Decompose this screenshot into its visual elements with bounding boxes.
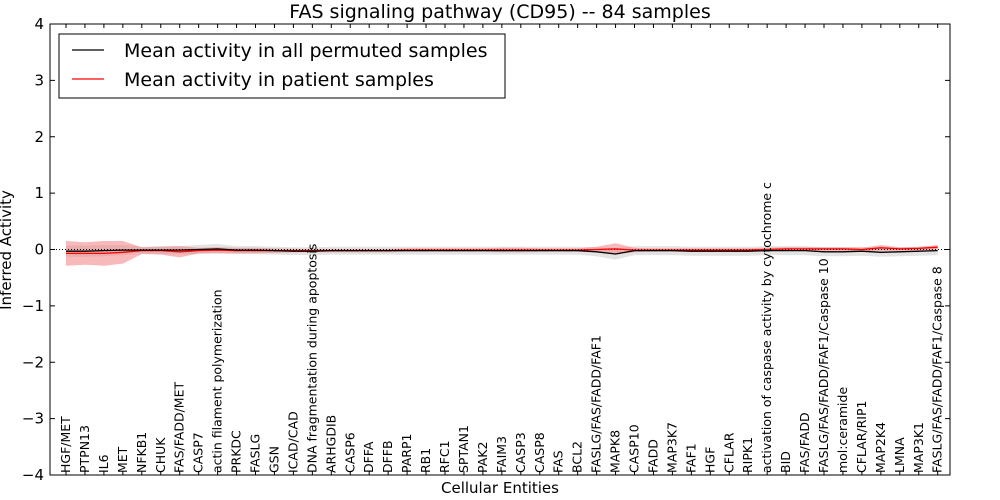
- x-category-label: PTPN13: [77, 425, 92, 473]
- x-category-label: PAK2: [475, 442, 490, 473]
- x-category-label: HGF/MET: [58, 416, 73, 473]
- legend-label-patient: Mean activity in patient samples: [124, 69, 434, 91]
- x-category-label: HGF: [702, 447, 717, 473]
- x-category-label: CASP6: [342, 432, 357, 473]
- x-category-label: MAP3K7: [664, 422, 679, 473]
- x-category-label: FAS/FADD: [797, 412, 812, 473]
- x-category-label: LMNA: [892, 437, 907, 473]
- x-category-label: FADD: [645, 439, 660, 473]
- x-axis-title: Cellular Entities: [441, 479, 559, 497]
- x-category-label: PARP1: [399, 434, 414, 473]
- x-category-label: RB1: [418, 448, 433, 473]
- y-tick-label: 4: [34, 15, 44, 33]
- x-category-label: CFLAR: [721, 432, 736, 473]
- x-category-label: FAS: [551, 450, 566, 473]
- x-category-label: CHUK: [153, 437, 168, 473]
- x-category-label: FASLG: [248, 434, 263, 473]
- legend-label-permuted: Mean activity in all permuted samples: [124, 40, 487, 62]
- x-category-label: actin filament polymerization: [210, 289, 225, 473]
- x-category-label: FASLG/FAS/FADD/FAF1/Caspase 8: [930, 266, 945, 473]
- y-tick-label: −3: [22, 410, 44, 428]
- x-category-label: BID: [778, 451, 793, 473]
- chart-title: FAS signaling pathway (CD95) -- 84 sampl…: [289, 1, 710, 23]
- legend-box: [58, 33, 506, 99]
- x-category-label: ARHGDIB: [323, 415, 338, 473]
- x-category-label: BCL2: [570, 441, 585, 473]
- x-category-label: MET: [115, 446, 130, 473]
- y-tick-label: 3: [34, 71, 44, 89]
- x-category-label: DFFA: [361, 441, 376, 473]
- x-category-label: FAS/FADD/MET: [172, 382, 187, 473]
- x-category-label: FAIM3: [494, 436, 509, 473]
- y-tick-label: 0: [34, 241, 44, 259]
- x-category-label: mol:ceramide: [835, 387, 850, 473]
- y-axis-title: Inferred Activity: [0, 190, 15, 310]
- y-tick-label: 2: [34, 128, 44, 146]
- legend: Mean activity in all permuted samples Me…: [58, 33, 506, 99]
- x-category-label: RIPK1: [740, 437, 755, 473]
- y-tick-label: −4: [22, 466, 44, 484]
- x-category-label: FASLG/FAS/FADD/FAF1/Caspase 10: [816, 258, 831, 473]
- permuted-series-line: [66, 248, 938, 255]
- y-tick-label: 1: [34, 184, 44, 202]
- x-category-label: GSN: [266, 446, 281, 473]
- y-axis: −4 −3 −2 −1 0 1 2 3 4: [22, 15, 950, 484]
- x-category-label: CASP7: [191, 432, 206, 473]
- x-axis: HGF/MET PTPN13 IL6 MET NFKB1 CHUK FAS/FADD/MET…: [58, 24, 945, 475]
- x-category-label: CASP8: [532, 432, 547, 473]
- x-category-label: DNA fragmentation during apoptosis: [304, 244, 319, 473]
- x-category-label: MAPK8: [608, 430, 623, 473]
- x-category-label: RFC1: [437, 440, 452, 473]
- x-category-label: PRKDC: [229, 430, 244, 473]
- x-category-label: SPTAN1: [456, 425, 471, 473]
- x-category-label: CASP3: [513, 432, 528, 473]
- x-category-label: FASLG/FAS/FADD/FAF1: [589, 335, 604, 473]
- x-category-label: MAP2K4: [873, 422, 888, 473]
- x-category-label: DFFB: [380, 440, 395, 473]
- x-category-label: CASP10: [627, 424, 642, 473]
- x-category-label: NFKB1: [134, 432, 149, 473]
- x-category-label: activation of caspase activity by cytoch…: [759, 182, 774, 473]
- patient-band: [66, 241, 938, 266]
- x-category-label: ICAD/CAD: [285, 411, 300, 473]
- x-category-label: IL6: [96, 454, 111, 473]
- y-tick-label: −1: [22, 297, 44, 315]
- y-tick-label: −2: [22, 353, 44, 371]
- x-category-label: MAP3K1: [911, 422, 926, 473]
- plot-area: [50, 241, 950, 266]
- x-category-label: CFLAR/RIP1: [854, 401, 869, 473]
- x-category-label: FAF1: [683, 443, 698, 473]
